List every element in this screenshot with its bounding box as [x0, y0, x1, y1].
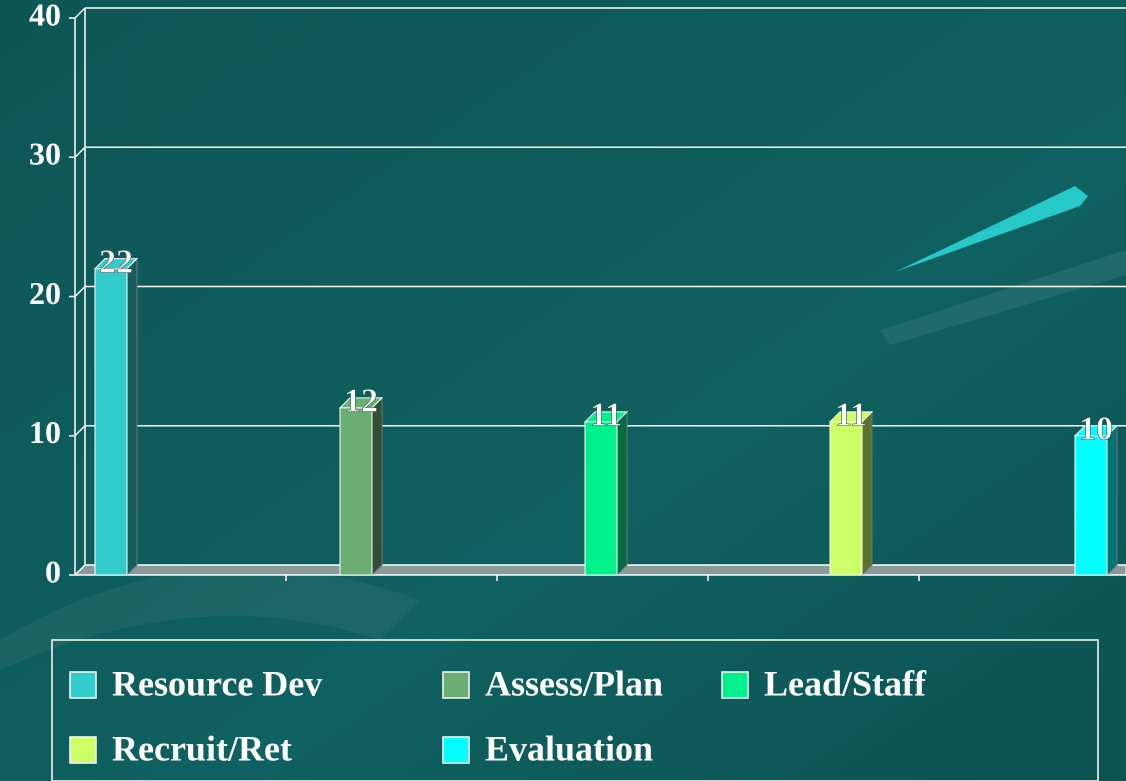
y-tick-label: 40 [29, 0, 61, 32]
bar [339, 407, 373, 576]
bar-side [371, 396, 383, 577]
legend-swatch [69, 736, 97, 764]
y-tick-label: 20 [29, 275, 61, 311]
legend-swatch [442, 671, 470, 699]
legend-label: Lead/Staff [764, 663, 927, 703]
grid-line [74, 425, 86, 437]
y-tick-label: 10 [29, 414, 61, 450]
legend-label: Resource Dev [112, 663, 322, 703]
grid-line [74, 285, 86, 298]
legend-label: Recruit/Ret [112, 728, 292, 768]
bar [1074, 435, 1108, 576]
legend-swatch [442, 736, 470, 764]
data-label: 22 [99, 243, 133, 280]
grid-line [74, 146, 86, 158]
data-label: 12 [344, 383, 378, 420]
grid-line [74, 564, 86, 576]
bar-side [616, 410, 628, 577]
legend-box [51, 639, 1099, 781]
bar [584, 421, 618, 576]
bar [94, 268, 128, 576]
decoration [880, 250, 1126, 345]
data-label: 10 [1079, 411, 1113, 448]
bar-side [126, 257, 138, 577]
legend-label: Evaluation [485, 728, 653, 768]
data-label: 11 [835, 397, 867, 434]
bar-side [1106, 424, 1118, 577]
bar-side [861, 410, 873, 577]
y-tick-label: 30 [29, 136, 61, 172]
y-tick-label: 0 [45, 553, 61, 589]
decoration [895, 186, 1088, 272]
data-label: 11 [590, 397, 622, 434]
legend-swatch [69, 671, 97, 699]
grid-line [74, 7, 86, 19]
legend-label: Assess/Plan [485, 663, 663, 703]
legend-swatch [721, 671, 749, 699]
bar [829, 421, 863, 576]
decoration [0, 568, 420, 670]
